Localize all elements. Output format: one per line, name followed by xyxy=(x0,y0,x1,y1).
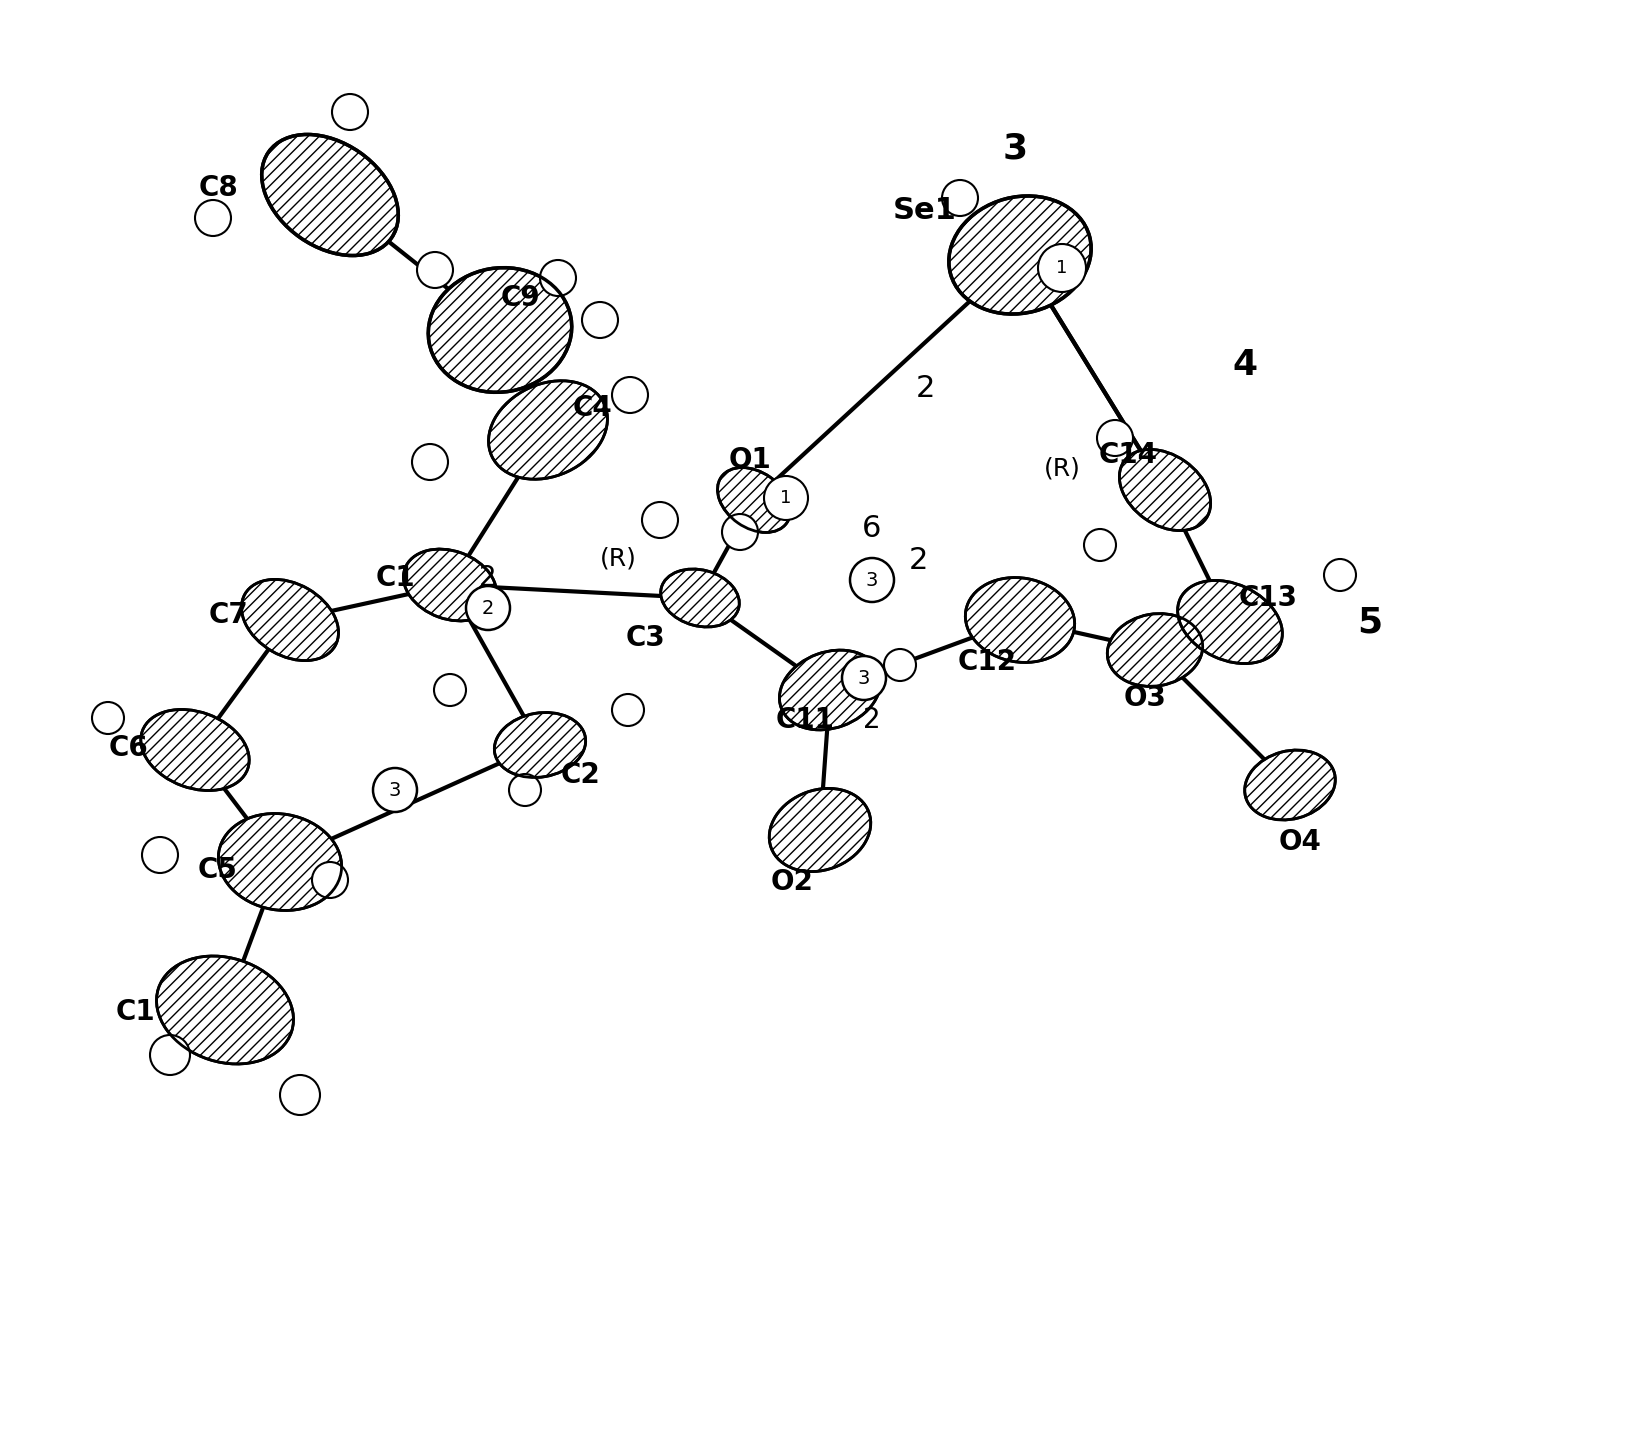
Circle shape xyxy=(373,767,417,812)
Text: C1: C1 xyxy=(115,997,154,1026)
Text: 3: 3 xyxy=(857,669,870,687)
Text: 1: 1 xyxy=(780,489,791,507)
Ellipse shape xyxy=(218,813,342,910)
Ellipse shape xyxy=(404,549,496,622)
Text: O1: O1 xyxy=(729,446,772,474)
Circle shape xyxy=(1323,559,1356,592)
Text: C5: C5 xyxy=(199,856,238,885)
Circle shape xyxy=(1084,529,1117,562)
Text: C1: C1 xyxy=(374,564,415,592)
Text: 5: 5 xyxy=(1358,604,1383,639)
Ellipse shape xyxy=(494,713,586,777)
Ellipse shape xyxy=(660,569,739,627)
Text: 2: 2 xyxy=(908,546,928,574)
Circle shape xyxy=(851,557,893,602)
Text: 6: 6 xyxy=(862,513,882,543)
Ellipse shape xyxy=(156,956,294,1065)
Ellipse shape xyxy=(1120,450,1210,530)
Text: C2: C2 xyxy=(560,762,599,789)
Text: 2: 2 xyxy=(479,564,498,592)
Ellipse shape xyxy=(965,577,1074,663)
Text: C8: C8 xyxy=(199,174,238,201)
Text: 3: 3 xyxy=(389,780,401,799)
Text: C13: C13 xyxy=(1238,584,1297,612)
Circle shape xyxy=(764,476,808,520)
Ellipse shape xyxy=(768,789,870,872)
Ellipse shape xyxy=(949,196,1092,314)
Circle shape xyxy=(466,586,511,630)
Text: 2: 2 xyxy=(481,599,494,617)
Text: O4: O4 xyxy=(1279,827,1322,856)
Text: O3: O3 xyxy=(1123,684,1166,712)
Ellipse shape xyxy=(718,467,790,533)
Circle shape xyxy=(312,862,348,897)
Ellipse shape xyxy=(780,650,880,730)
Circle shape xyxy=(540,260,576,296)
Text: C3: C3 xyxy=(626,624,665,652)
Text: 3: 3 xyxy=(865,570,878,590)
Text: (R): (R) xyxy=(599,546,637,570)
Circle shape xyxy=(581,302,617,339)
Text: C14: C14 xyxy=(1098,442,1158,469)
Ellipse shape xyxy=(489,380,608,479)
Ellipse shape xyxy=(261,134,399,256)
Circle shape xyxy=(433,674,466,706)
Ellipse shape xyxy=(241,579,338,660)
Circle shape xyxy=(642,502,678,537)
Ellipse shape xyxy=(141,709,250,790)
Text: 2: 2 xyxy=(864,706,880,735)
Text: Se1: Se1 xyxy=(893,196,957,224)
Text: 3: 3 xyxy=(1002,131,1028,164)
Text: 2: 2 xyxy=(915,373,934,403)
Ellipse shape xyxy=(1107,613,1202,686)
Text: C9: C9 xyxy=(501,284,540,312)
Text: C11: C11 xyxy=(775,706,834,735)
Circle shape xyxy=(149,1035,190,1075)
Circle shape xyxy=(281,1075,320,1115)
Text: C6: C6 xyxy=(108,735,148,762)
Ellipse shape xyxy=(429,267,571,393)
Circle shape xyxy=(842,656,887,700)
Circle shape xyxy=(722,514,759,550)
Circle shape xyxy=(943,180,979,216)
Circle shape xyxy=(612,694,644,726)
Circle shape xyxy=(412,444,448,480)
Circle shape xyxy=(509,775,540,806)
Text: (R): (R) xyxy=(1044,456,1080,480)
Circle shape xyxy=(141,837,177,873)
Text: O2: O2 xyxy=(770,867,813,896)
Circle shape xyxy=(417,252,453,289)
Ellipse shape xyxy=(1177,580,1282,663)
Text: 1: 1 xyxy=(1056,259,1067,277)
Circle shape xyxy=(92,702,125,735)
Ellipse shape xyxy=(1245,750,1335,820)
Circle shape xyxy=(332,94,368,130)
Circle shape xyxy=(883,649,916,682)
Text: C7: C7 xyxy=(209,602,248,629)
Text: 4: 4 xyxy=(1233,349,1258,382)
Circle shape xyxy=(1097,420,1133,456)
Circle shape xyxy=(612,377,649,413)
Circle shape xyxy=(195,200,232,236)
Circle shape xyxy=(1038,244,1085,292)
Text: C4: C4 xyxy=(571,394,612,422)
Text: C12: C12 xyxy=(957,647,1016,676)
